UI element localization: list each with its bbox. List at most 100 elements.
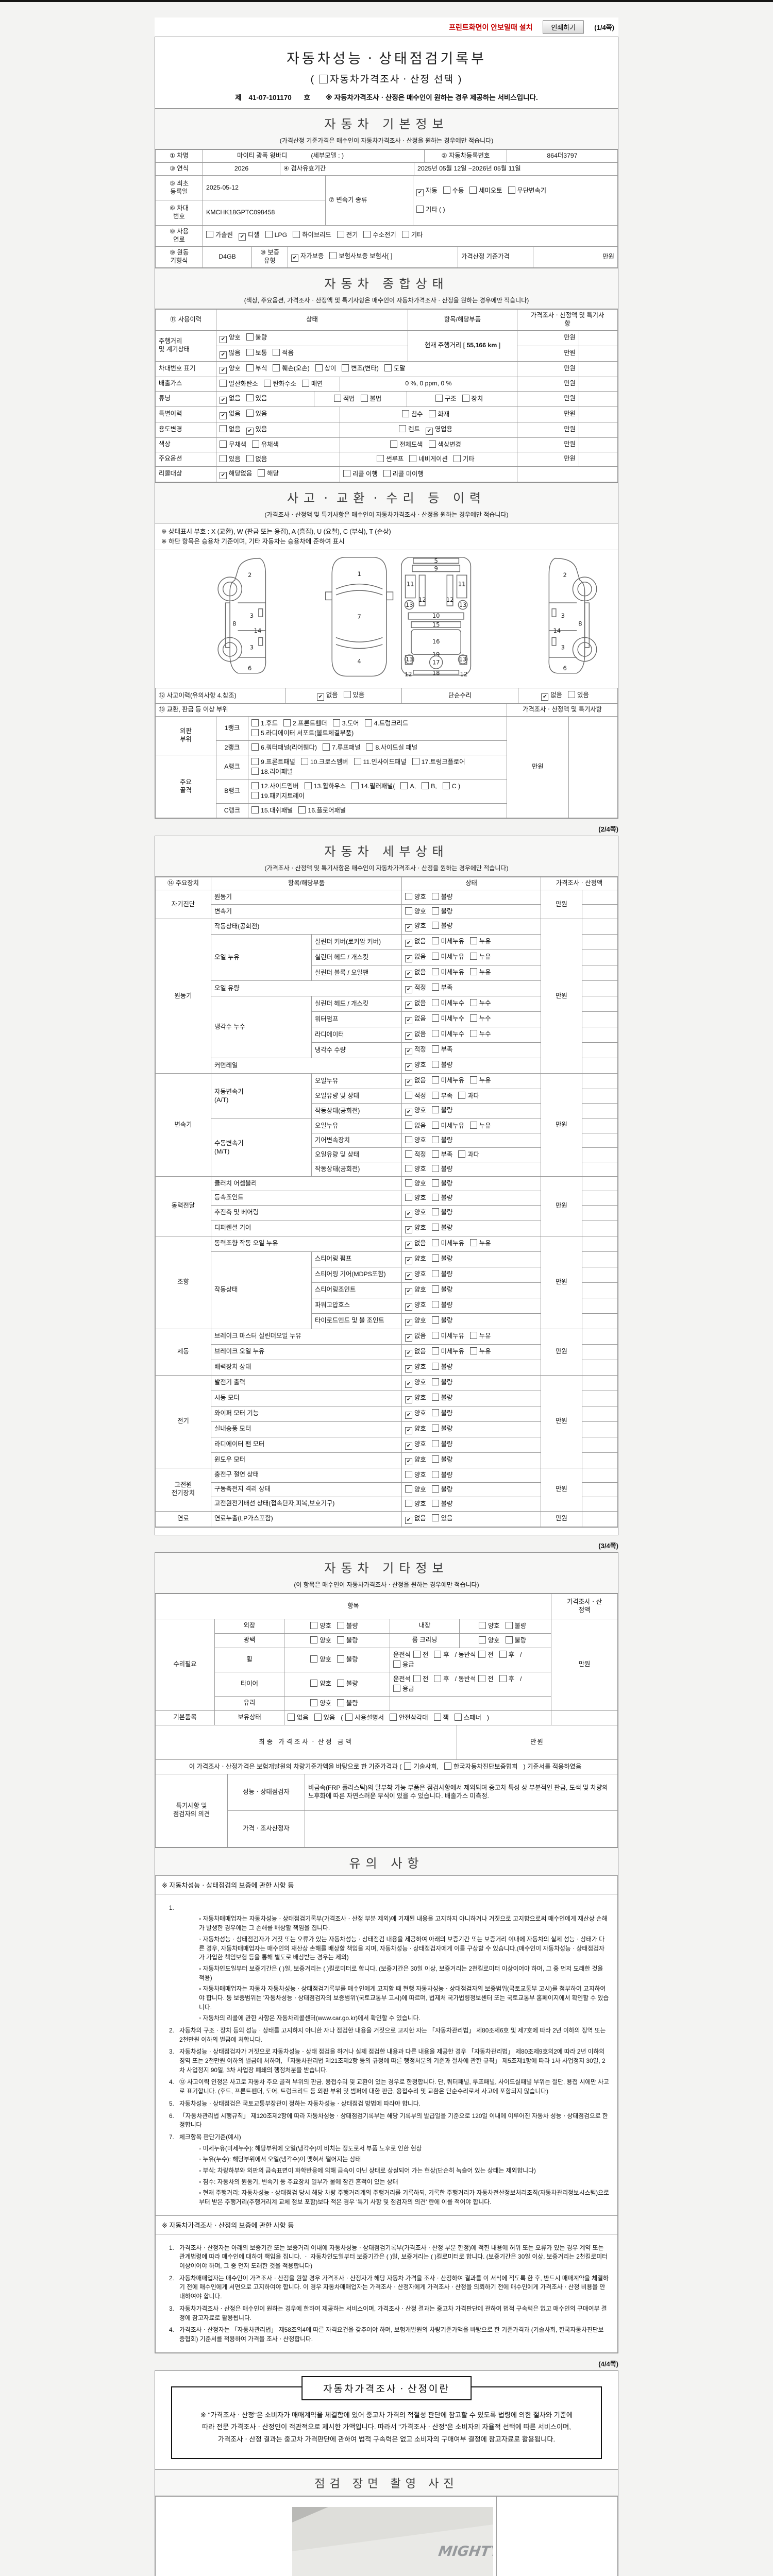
table-cell: ✔ 양호 불량 (401, 1359, 542, 1376)
table-cell: ✔ 적정 부족 (401, 1042, 542, 1059)
checkbox-item: 썬루프 (377, 454, 404, 464)
checkbox-item: 미세누유 (431, 937, 464, 946)
checkbox-item: 불량 (431, 1409, 452, 1418)
checkbox-label: 구조 (444, 395, 457, 402)
checkbox-icon (428, 410, 436, 417)
table-row: 오일 유량 ✔ 적정 부족 (156, 980, 618, 997)
checkbox-icon (251, 792, 259, 800)
table-cell: 시동 모터 (210, 1390, 402, 1406)
table-row: 실내송풍 모터 ✔ 양호 불량 (156, 1421, 618, 1437)
checkbox-label: 16.플로어패널 (308, 807, 346, 815)
checkbox-icon (431, 1092, 439, 1099)
checkbox-item: 불량 (431, 1485, 452, 1494)
checkbox-item: 과다 (458, 1150, 479, 1159)
label-accident-history: ⑫ 사고이력(유의사항 4.참조) (155, 688, 285, 704)
checkbox-icon (444, 1762, 452, 1770)
check-text: ( (310, 74, 315, 85)
table-cell: 커먼레일 (210, 1058, 402, 1074)
checkbox-label: 8.사이드실 패널 (375, 744, 418, 752)
table-row: 수동변속기 (M/T) 오일누유 없음 미세누유 누유 (156, 1118, 618, 1177)
checkbox-item: 없음 (405, 1122, 426, 1130)
label-wheel: 휠 (214, 1647, 284, 1672)
label-vin-marking: 차대번호 표기 (155, 361, 216, 377)
checkbox-label: 불량 (255, 333, 267, 341)
blank-cell (551, 1710, 618, 1725)
checkbox-item: 불량 (431, 1193, 452, 1202)
section-subtitle: (이 항목은 매수인이 자동차가격조사ㆍ산정을 원하는 경우에만 적습니다) (294, 1581, 479, 1588)
section-subtitle: (가격산정 기준가격은 매수인이 자동차가격조사ㆍ산정을 원하는 경우에만 적습… (279, 137, 494, 144)
checkbox-item: 불량 (431, 893, 452, 902)
checkbox-item: 전 (478, 1650, 494, 1659)
label-first-reg: ⑤ 최초 등록일 (155, 175, 203, 201)
panel-number: 2 (563, 571, 566, 579)
checkbox-item: 미세누유 (431, 1076, 464, 1085)
blank-cell (568, 716, 618, 819)
table-cell: 브레이크 마스터 실린더오일 누유 (210, 1328, 402, 1345)
table-row: 리콜대상 ✔ 해당없음 해당 리콜 이행 리콜 미이행 (155, 466, 618, 482)
page-marker-3: (3/4쪽) (598, 1541, 618, 1550)
table-cell: 실린더 블록 / 오일팬 (311, 965, 402, 981)
checkbox-label: 없음 (297, 1714, 309, 1721)
checkbox-icon (310, 1699, 318, 1706)
checkbox-label: 누유 (479, 1332, 491, 1340)
panel-number: 11 (407, 581, 414, 588)
checkbox-icon (401, 231, 409, 239)
table-row: 튜닝 ✔ 없음 있음 적법 불법 구조 장치 만원 (155, 391, 618, 407)
doc-number: 41-07-101170 (248, 94, 292, 101)
table-row: 외판 부위 1랭크 1.후드 2.프론트휀더 3.도어 4.트렁크리드 5.라디에이터 … (155, 716, 618, 819)
table-row: 주행거리 및 계기상태 ✔ 양호 불량 현재 주행거리 [ 55,166 km ] … (155, 330, 618, 362)
value-warranty-type: ✔ 자가보증 보험사보증 보험사[ ] (288, 246, 458, 268)
table-cell: 고전원전기배선 상태(접속단자,피복,보호기구) (210, 1496, 402, 1512)
checkbox-item: 10.크로스멤버 (300, 758, 348, 767)
checkbox-checked-icon: ✔ (405, 1079, 413, 1087)
checkbox-icon (405, 1092, 413, 1099)
checkbox-item: 양호 (405, 1165, 426, 1174)
glass-checks: 양호 불량 (284, 1696, 390, 1711)
print-install-link[interactable]: 프린트화면이 안보일때 설치 (449, 23, 533, 31)
checkbox-item: 불량 (431, 1208, 452, 1217)
table-cell: 연료 (155, 1511, 211, 1527)
checkbox-icon (413, 1650, 421, 1658)
checkbox-label: 없음 (414, 969, 426, 976)
checkbox-item: 전 (413, 1650, 428, 1659)
table-cell (582, 1251, 618, 1267)
overall-vin-row: 차대번호 표기 ✔ 양호 부식 훼손(오손) 상이 변조(변타) 도말 만원 (155, 361, 618, 377)
checkbox-label: 잭 (443, 1714, 449, 1721)
checkbox-label: 누유 (479, 1077, 491, 1084)
checkbox-item: 부식 (246, 364, 267, 373)
table-cell (582, 919, 618, 935)
checkbox-checked-icon: ✔ (405, 1272, 413, 1280)
checkbox-checked-icon: ✔ (405, 1365, 413, 1372)
panel-number: 13 (406, 601, 413, 608)
checkbox-label: 후 (443, 1651, 449, 1658)
table-cell: 실린더 헤드 / 개스킷 (311, 950, 402, 966)
checkbox-label: 일산화탄소 (229, 380, 258, 387)
panel-number: 13 (459, 601, 467, 608)
diagram-legend: ※ 상태표시 부호 : X (교환), W (판금 또는 용접), A (흠집)… (155, 523, 618, 551)
checkbox-label: 적음 (282, 349, 294, 357)
checkbox-label: 기타 (411, 231, 423, 239)
checkbox-icon (431, 1122, 439, 1129)
mileage-suf: ] (498, 342, 501, 349)
notice-item: 5. 자동차성능ㆍ상태점검은 국토교통부장관이 정하는 자동차성능ㆍ상태점검 방법… (169, 2099, 421, 2107)
transmission-checks-1: ✔ 자동 수동 세미오토 무단변속기 (416, 186, 614, 197)
checkbox-label: 누수 (479, 1030, 491, 1038)
checkbox-label: 전기 (346, 231, 358, 239)
label-exchange-parts: ⑬ 교환, 판금 등 이상 부위 (155, 703, 508, 717)
table-cell (582, 1452, 618, 1468)
checkbox-icon (337, 231, 344, 239)
underbody-view (401, 557, 472, 676)
checkbox-label: 없음 (414, 1030, 426, 1038)
table-row: 주요 골격 A랭크 9.프론트패널 10.크로스멤버 11.인사이드패널 17.트렁크… (155, 755, 618, 819)
checkbox-icon (454, 1713, 462, 1721)
checkbox-icon (431, 1193, 439, 1201)
checkbox-item: 부족 (431, 1150, 452, 1159)
checkbox-icon (246, 409, 254, 417)
checkbox-label: 불량 (441, 1270, 453, 1278)
print-button[interactable]: 인쇄하기 (543, 20, 584, 34)
checkbox-label: 양호 (414, 1180, 426, 1187)
table-cell: 브레이크 오일 누유 (210, 1344, 402, 1360)
col-usage-history: ⑪ 사용이력 (155, 309, 216, 331)
label-color: 색상 (155, 437, 216, 452)
checkbox-item: 부족 (431, 1045, 452, 1054)
